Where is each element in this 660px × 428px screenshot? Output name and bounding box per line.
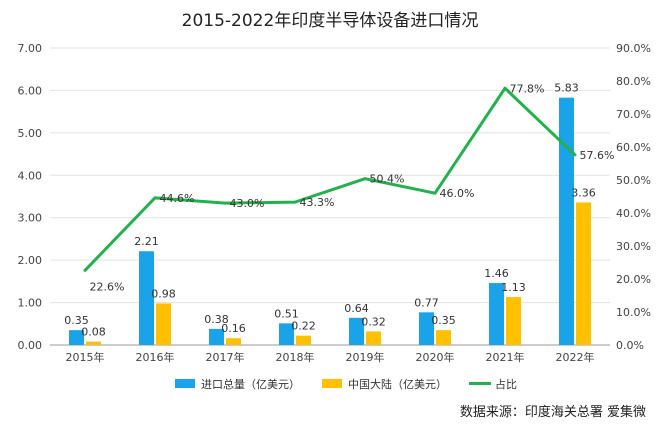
- y-left-tick-label: 3.00: [18, 212, 43, 225]
- bars: [69, 97, 591, 346]
- bar-value-label: 2.21: [134, 235, 159, 248]
- legend-label: 进口总量（亿美元）: [201, 377, 300, 391]
- y-right-tick-label: 20.0%: [616, 273, 651, 286]
- bar: [366, 331, 381, 345]
- line-value-label: 77.8%: [510, 82, 545, 95]
- bar-value-label: 0.98: [151, 287, 176, 300]
- bar: [86, 341, 101, 345]
- bar: [69, 330, 84, 345]
- y-right-tick-label: 90.0%: [616, 42, 651, 55]
- line-point: [83, 268, 87, 272]
- x-tick-label: 2017年: [206, 350, 245, 364]
- bar-value-label: 0.35: [431, 314, 456, 327]
- x-tick-label: 2021年: [486, 350, 525, 364]
- y-right-tick-label: 0.0%: [616, 339, 644, 352]
- bar-value-label: 1.46: [484, 267, 509, 280]
- line-value-label: 46.0%: [440, 187, 475, 200]
- bar: [296, 335, 311, 345]
- y-left-tick-label: 6.00: [18, 84, 43, 97]
- bar: [506, 297, 521, 345]
- line-point: [363, 177, 367, 181]
- legend-label: 占比: [495, 377, 517, 391]
- y-left-tick-label: 2.00: [18, 254, 43, 267]
- bar-value-label: 0.22: [291, 320, 316, 333]
- y-right-tick-label: 40.0%: [616, 207, 651, 220]
- y-left-tick-label: 4.00: [18, 169, 43, 182]
- line-point: [573, 153, 577, 157]
- bar-value-label: 0.38: [204, 313, 229, 326]
- line-point: [153, 196, 157, 200]
- y-left-tick-label: 1.00: [18, 297, 43, 310]
- line-point: [503, 86, 507, 90]
- line-point: [433, 191, 437, 195]
- source-note: 数据来源：印度海关总署 爱集微: [459, 405, 646, 420]
- x-tick-label: 2015年: [66, 350, 105, 364]
- ratio-line-path: [83, 86, 577, 272]
- line-value-label: 43.0%: [230, 197, 265, 210]
- x-tick-label: 2022年: [556, 350, 595, 364]
- bar: [436, 330, 451, 345]
- line-value-label: 22.6%: [90, 280, 125, 293]
- x-tick-label: 2016年: [136, 350, 175, 364]
- bar: [349, 317, 364, 345]
- line-point: [293, 200, 297, 204]
- y-right-tick-label: 60.0%: [616, 141, 651, 154]
- chart-title: 2015-2022年印度半导体设备进口情况: [182, 11, 479, 31]
- y-right-tick-label: 30.0%: [616, 240, 651, 253]
- legend: 进口总量（亿美元） 中国大陆（亿美元） 占比: [175, 377, 517, 391]
- y-axis-left: 0.00 1.00 2.00 3.00 4.00 5.00 6.00 7.00: [18, 42, 43, 352]
- y-left-tick-label: 5.00: [18, 127, 43, 140]
- data-labels: 0.35 2.21 0.38 0.51 0.64 0.77 1.46 5.83 0.08 0.98…: [64, 82, 614, 339]
- bar-value-label: 1.13: [501, 281, 526, 294]
- y-axis-right: 0.0% 10.0% 20.0% 30.0% 40.0% 50.0% 60.0% 70.0% 8…: [616, 42, 651, 352]
- line-value-label: 44.6%: [160, 192, 195, 205]
- legend-swatch: [322, 379, 342, 388]
- line-value-label: 57.6%: [580, 149, 615, 162]
- bar: [209, 328, 224, 345]
- y-right-tick-label: 50.0%: [616, 174, 651, 187]
- bar-value-label: 5.83: [554, 82, 579, 95]
- bar-value-label: 0.32: [361, 315, 386, 328]
- x-tick-label: 2018年: [276, 350, 315, 364]
- line-value-label: 50.4%: [370, 173, 405, 186]
- ratio-line: [83, 86, 577, 272]
- line-point: [223, 201, 227, 205]
- bar-value-label: 0.16: [221, 322, 246, 335]
- line-value-label: 43.3%: [300, 196, 335, 209]
- bar: [489, 283, 504, 345]
- bar: [279, 323, 294, 345]
- bar: [419, 312, 434, 345]
- legend-swatch: [175, 379, 195, 388]
- bar-value-label: 0.64: [344, 302, 369, 315]
- x-tick-label: 2020年: [416, 350, 455, 364]
- bar: [139, 251, 154, 345]
- bar-value-label: 3.36: [571, 186, 596, 199]
- bar-value-label: 0.51: [274, 307, 299, 320]
- bar-value-label: 0.35: [64, 314, 89, 327]
- bar: [559, 97, 574, 346]
- legend-label: 中国大陆（亿美元）: [348, 377, 447, 391]
- y-right-tick-label: 10.0%: [616, 306, 651, 319]
- y-left-tick-label: 7.00: [18, 42, 43, 55]
- bar-value-label: 0.77: [414, 296, 439, 309]
- x-tick-label: 2019年: [346, 350, 385, 364]
- bar: [576, 202, 591, 345]
- x-axis: 2015年 2016年 2017年 2018年 2019年 2020年 2021年 2022年: [66, 350, 595, 364]
- bar: [226, 338, 241, 345]
- bar: [156, 303, 171, 345]
- y-right-tick-label: 80.0%: [616, 75, 651, 88]
- bar-value-label: 0.08: [81, 326, 106, 339]
- y-left-tick-label: 0.00: [18, 339, 43, 352]
- y-right-tick-label: 70.0%: [616, 108, 651, 121]
